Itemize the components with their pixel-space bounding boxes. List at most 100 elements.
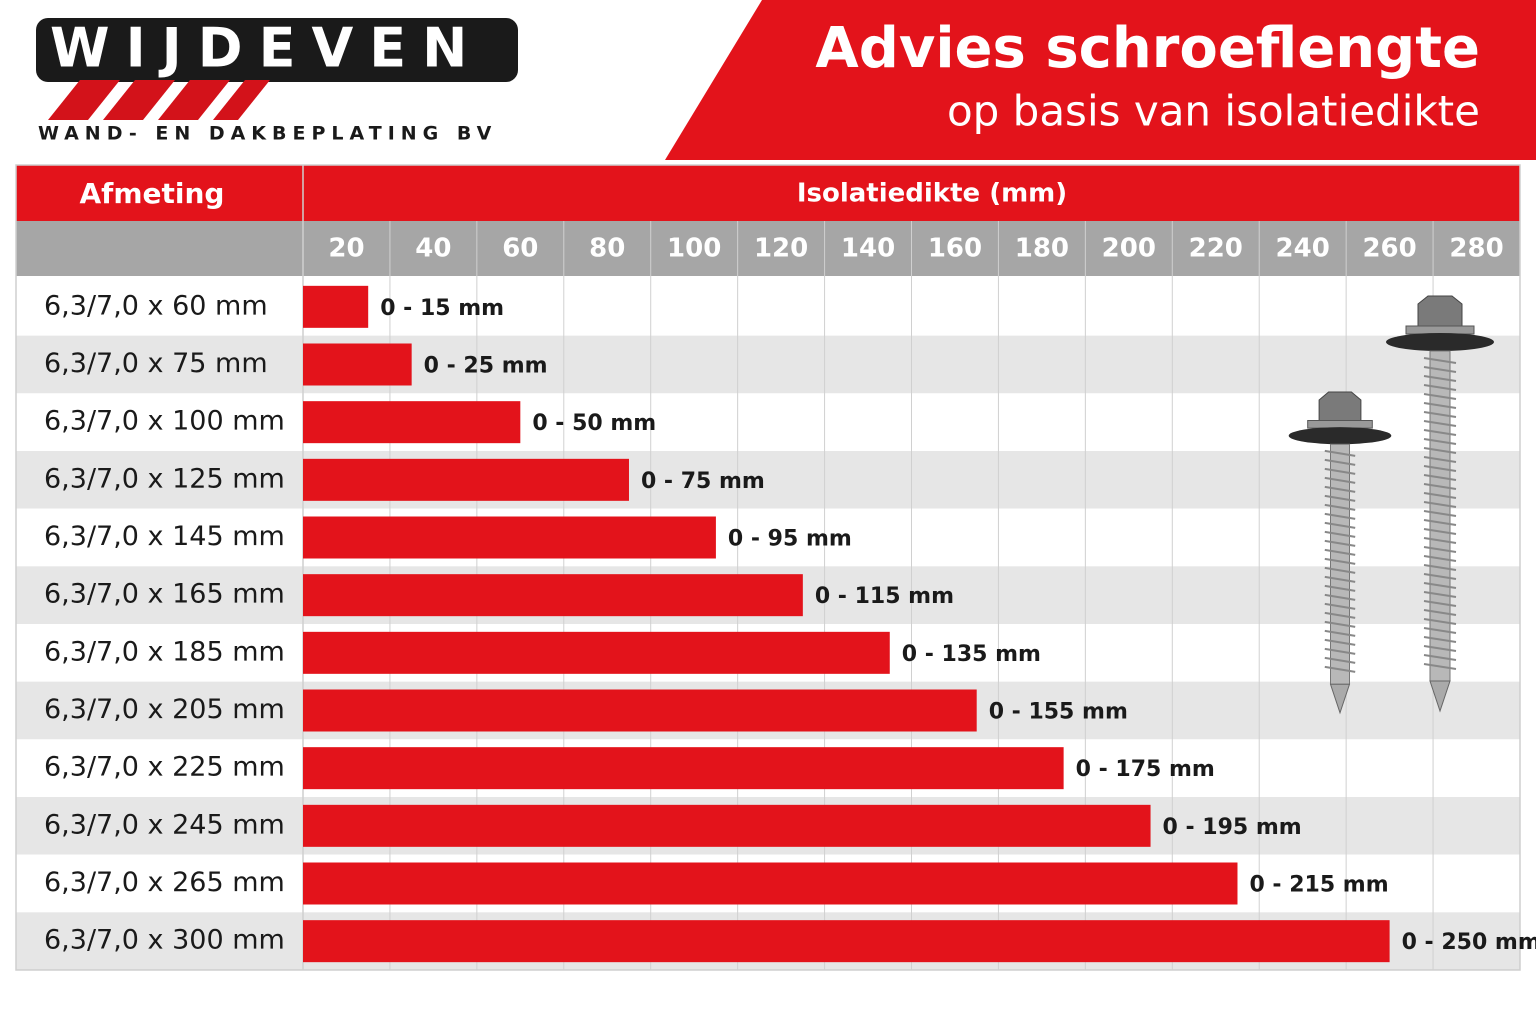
screw-part (1324, 449, 1356, 457)
category-label: 6,3/7,0 x 245 mm (44, 809, 285, 840)
bar-value-label: 0 - 135 mm (902, 642, 1041, 667)
screw-part (1423, 663, 1457, 670)
logo-stripes (40, 80, 270, 130)
tick-row (16, 221, 1520, 276)
screw-part (1423, 393, 1457, 400)
screw-part (1423, 627, 1457, 634)
category-label: 6,3/7,0 x 205 mm (44, 694, 285, 725)
bar (303, 631, 890, 674)
category-label: 6,3/7,0 x 125 mm (44, 463, 285, 494)
category-label: 6,3/7,0 x 265 mm (44, 867, 285, 898)
category-label: 6,3/7,0 x 300 mm (44, 925, 285, 956)
chart-title: Advies schroeflengte (815, 16, 1480, 81)
screw-part (1324, 548, 1356, 556)
x-tick-label: 260 (1362, 234, 1416, 264)
screw-part (1423, 645, 1457, 652)
title-panel (665, 0, 1536, 160)
screw-part (1423, 366, 1457, 373)
screw-part (1423, 636, 1457, 643)
category-label: 6,3/7,0 x 145 mm (44, 521, 285, 552)
x-tick-label: 20 (328, 234, 364, 264)
screw-part (1423, 483, 1457, 490)
screw-part (1324, 539, 1356, 547)
bar-value-label: 0 - 250 mm (1402, 930, 1536, 955)
bar-value-label: 0 - 15 mm (380, 296, 504, 321)
screw-part (1423, 501, 1457, 508)
screw-part (1329, 683, 1351, 715)
screw-part (1423, 420, 1457, 427)
screw-part (1423, 537, 1457, 544)
category-label: 6,3/7,0 x 165 mm (44, 579, 285, 610)
bar (303, 747, 1064, 790)
screw-part (1324, 611, 1356, 619)
screw-part (1324, 557, 1356, 565)
x-tick-label: 240 (1276, 234, 1330, 264)
table-border (15, 164, 1521, 971)
screw-part (1324, 593, 1356, 601)
screw-illustration (1288, 391, 1392, 715)
screw-part (1423, 375, 1457, 382)
bar (303, 343, 412, 386)
row-background (16, 278, 1520, 336)
screw-part (1423, 582, 1457, 589)
screw-part (1423, 510, 1457, 517)
screw-part (1423, 429, 1457, 436)
category-label: 6,3/7,0 x 185 mm (44, 636, 285, 667)
bar (303, 862, 1238, 905)
x-tick-label: 40 (415, 234, 451, 264)
screw-part (1386, 333, 1494, 351)
screw-part (1324, 575, 1356, 583)
bar (303, 458, 629, 501)
screw-part (1324, 530, 1356, 538)
category-label: 6,3/7,0 x 75 mm (44, 348, 268, 379)
screw-illustration (1386, 295, 1494, 713)
x-axis-label: Isolatiedikte (mm) (797, 179, 1067, 209)
screw-part (1324, 638, 1356, 646)
bar (303, 285, 369, 328)
screw-part (1405, 325, 1475, 335)
bar-value-label: 0 - 175 mm (1076, 757, 1215, 782)
screw-part (1324, 494, 1356, 502)
screw-part (1423, 492, 1457, 499)
x-tick-label: 140 (841, 234, 895, 264)
bar (303, 804, 1151, 847)
screw-part (1288, 427, 1392, 445)
category-label: 6,3/7,0 x 225 mm (44, 752, 285, 783)
row-background (16, 508, 1520, 567)
screw-part (1318, 391, 1362, 421)
screw-part (1423, 465, 1457, 472)
screw-part (1324, 521, 1356, 529)
screw-part (1423, 555, 1457, 562)
screw-part (1324, 584, 1356, 592)
screw-part (1324, 512, 1356, 520)
screw-part (1423, 564, 1457, 571)
screw-part (1324, 458, 1356, 466)
bar-value-label: 0 - 25 mm (424, 354, 548, 379)
logo-name: WIJDEVEN (50, 17, 483, 80)
x-tick-label: 280 (1449, 234, 1503, 264)
screw-part (1423, 609, 1457, 616)
screw-part (1324, 647, 1356, 655)
header-row (16, 165, 1520, 221)
bar-value-label: 0 - 195 mm (1163, 815, 1302, 840)
bar-value-label: 0 - 75 mm (641, 469, 765, 494)
screw-part (1324, 629, 1356, 637)
screw-part (1307, 420, 1373, 429)
row-background (16, 335, 1520, 394)
screw-part (1423, 411, 1457, 418)
x-tick-label: 180 (1015, 234, 1069, 264)
bar (303, 516, 716, 559)
bar (303, 689, 977, 732)
screw-part (1423, 573, 1457, 580)
screw-part (1423, 456, 1457, 463)
screw-part (1423, 618, 1457, 625)
screw-part (1423, 438, 1457, 445)
screw-part (1324, 467, 1356, 475)
row-background (16, 451, 1520, 509)
screw-part (1423, 402, 1457, 409)
screw-part (1429, 680, 1451, 713)
screw-part (1423, 600, 1457, 607)
category-header: Afmeting (80, 177, 225, 210)
screw-part (1324, 602, 1356, 610)
